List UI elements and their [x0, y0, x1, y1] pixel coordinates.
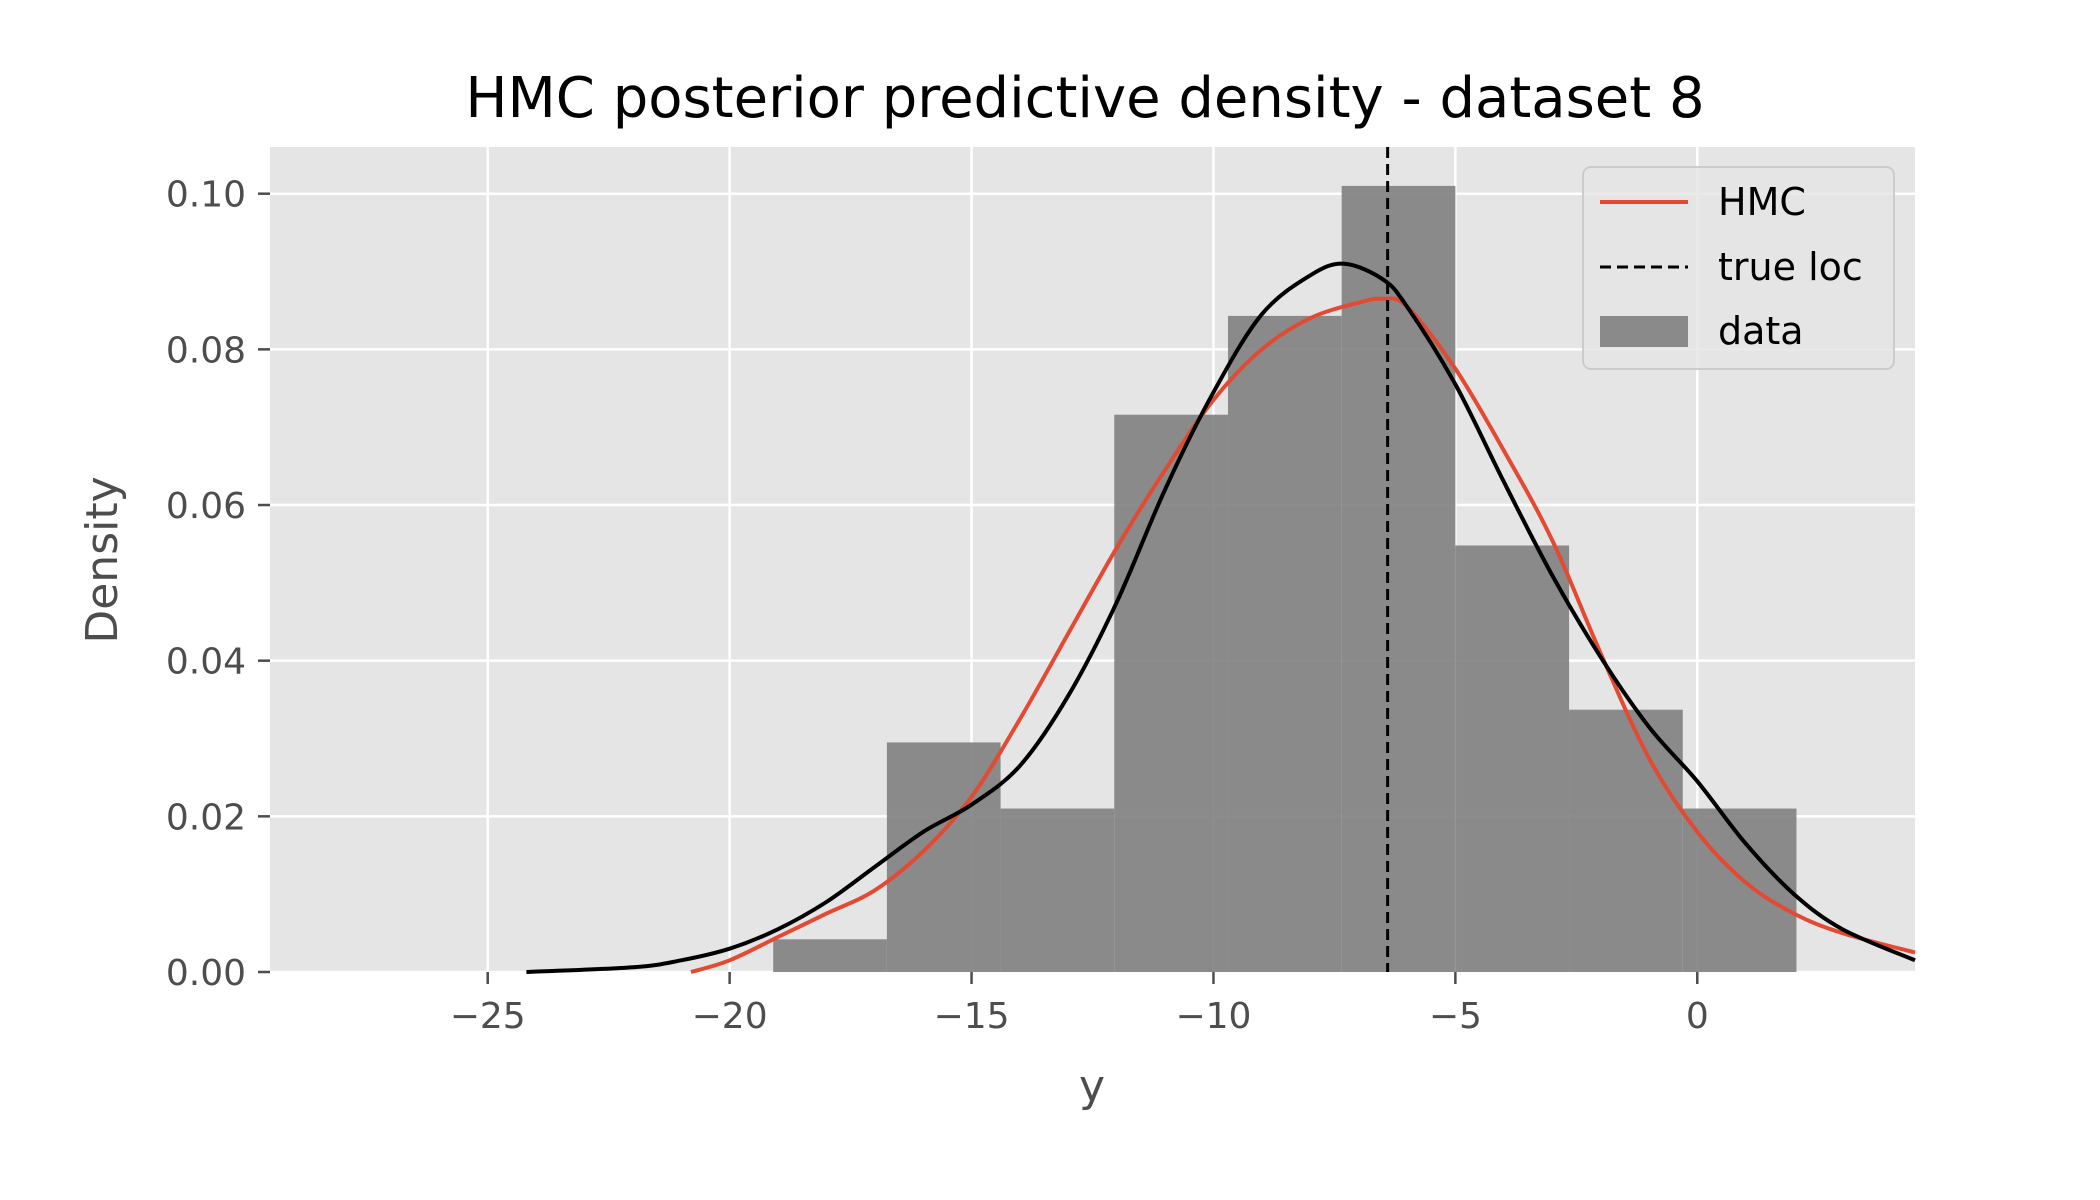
legend-true-loc-label: true loc [1718, 245, 1863, 289]
legend: HMC true loc data [1582, 166, 1895, 370]
x-axis-label: y [1079, 1061, 1105, 1112]
y-tick-label: 0.10 [166, 175, 246, 216]
density-lines [526, 147, 1916, 974]
y-axis-label: Density [77, 476, 128, 643]
x-tick-label: −5 [1429, 996, 1482, 1037]
series-line-hmc [690, 296, 1916, 974]
legend-hmc-label: HMC [1718, 180, 1806, 224]
x-tick-label: −10 [1175, 996, 1251, 1037]
histogram-data [773, 185, 1797, 973]
histogram-bar [1114, 414, 1228, 972]
x-tick-label: −15 [934, 996, 1010, 1037]
x-tick-label: −25 [450, 996, 526, 1037]
histogram-bar [1227, 315, 1342, 973]
series-line-kde [526, 261, 1916, 974]
histogram-bar [1000, 808, 1115, 972]
x-axis-ticks: −25 −20 −15 −10 −5 0 [450, 972, 1709, 1037]
x-tick-label: 0 [1686, 996, 1709, 1037]
histogram-bar [1569, 709, 1683, 972]
y-tick-label: 0.04 [166, 642, 246, 683]
legend-data-swatch [1600, 316, 1688, 347]
x-tick-label: −20 [692, 996, 768, 1037]
histogram-bar [1455, 545, 1570, 972]
legend-data-label: data [1718, 309, 1804, 353]
chart-title: HMC posterior predictive density - datas… [465, 66, 1704, 131]
histogram-bar [773, 939, 887, 972]
y-tick-label: 0.02 [166, 797, 246, 838]
y-tick-label: 0.06 [166, 486, 246, 527]
histogram-bar [1341, 185, 1456, 972]
y-tick-label: 0.08 [166, 330, 246, 371]
y-tick-label: 0.00 [166, 953, 246, 994]
y-axis-ticks: 0.00 0.02 0.04 0.06 0.08 0.10 [166, 175, 270, 994]
